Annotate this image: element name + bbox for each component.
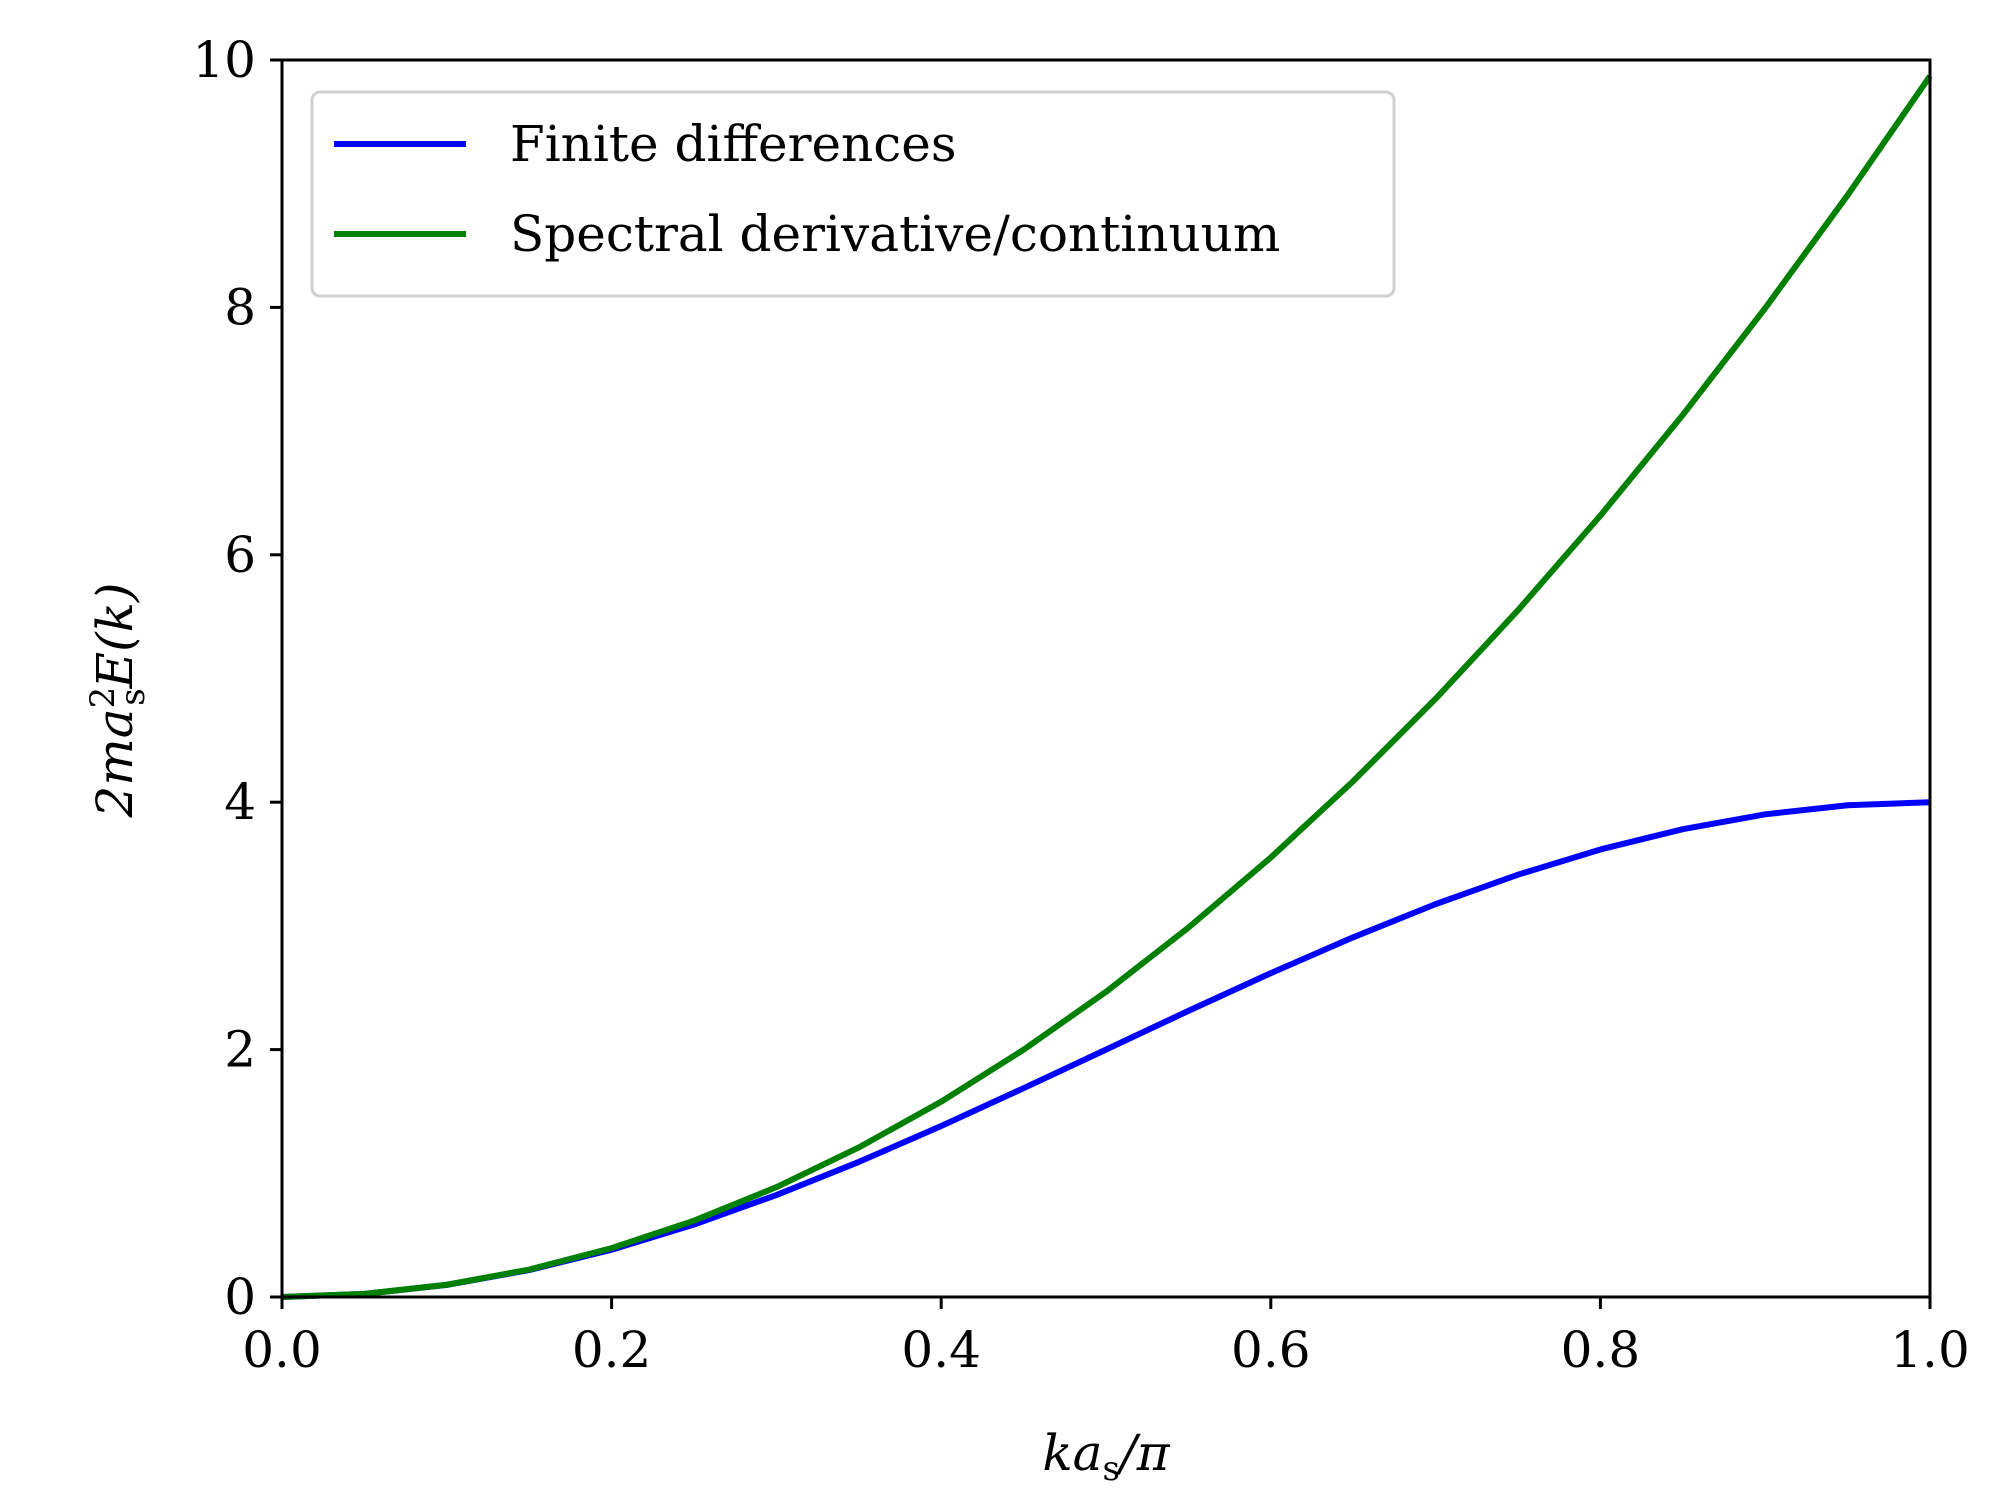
y-tick-label: 2 xyxy=(224,1021,256,1079)
y-axis-label-tail: E(k) xyxy=(86,583,144,690)
y-axis-label-superscript: 2 xyxy=(83,687,123,709)
y-tick-label: 4 xyxy=(224,773,256,831)
x-tick-label: 0.8 xyxy=(1561,1321,1641,1379)
y-tick-label: 10 xyxy=(192,31,256,89)
series-line-spectral-derivative xyxy=(281,74,1933,1300)
x-axis-label-tail: /π xyxy=(1116,1424,1171,1482)
x-tick-label: 0.2 xyxy=(572,1321,652,1379)
y-tick-label: 0 xyxy=(224,1268,256,1326)
x-tick-label: 1.0 xyxy=(1890,1321,1970,1379)
x-tick-label: 0.4 xyxy=(901,1321,981,1379)
x-axis-label-base: ka xyxy=(1042,1424,1102,1482)
legend: Finite differences Spectral derivative/c… xyxy=(310,90,1396,298)
y-axis-label-base: 2ma xyxy=(86,708,144,818)
series-layer xyxy=(281,74,1933,1300)
x-tick-label: 0.0 xyxy=(242,1321,322,1379)
y-axis-label-subscript: s xyxy=(113,688,153,705)
y-tick-label: 8 xyxy=(224,278,256,336)
x-axis-label-subscript: s xyxy=(1102,1449,1119,1489)
x-tick-label: 0.6 xyxy=(1231,1321,1311,1379)
legend-box xyxy=(310,90,1396,298)
plot-area-frame xyxy=(280,58,1932,1299)
y-axis-label: 2ma2sE(k) xyxy=(83,583,153,819)
legend-label-finite-differences: Finite differences xyxy=(510,115,957,173)
legend-label-spectral-derivative: Spectral derivative/continuum xyxy=(510,205,1280,263)
x-axis-label: kas/π xyxy=(1042,1424,1170,1489)
y-tick-label: 6 xyxy=(224,526,256,584)
ticks-layer: 0.0 0.2 0.4 0.6 0.8 1.0 0 2 4 6 8 10 xyxy=(192,31,1969,1379)
